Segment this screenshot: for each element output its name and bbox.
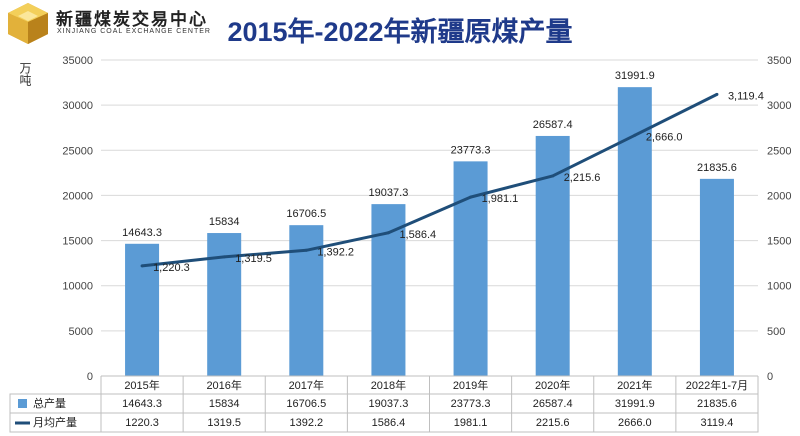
logo-gem-icon [8,3,48,44]
line-value-label: 2,666.0 [646,131,683,143]
bar-value-label: 19037.3 [369,187,409,199]
y-tick-label: 15000 [62,236,93,248]
x-tick-label: 2022年1-7月 [686,378,748,392]
x-tick-label: 2016年 [206,378,241,392]
table-cell: 1392.2 [289,417,323,429]
table-cell: 1220.3 [125,417,159,429]
line-point [551,174,555,178]
y-tick-label: 25000 [62,145,93,157]
table-cell: 31991.9 [615,398,655,410]
line-point [304,248,308,252]
y-tick-label: 5000 [69,326,93,338]
line-series [141,93,718,268]
x-tick-label: 2020年 [535,378,570,392]
table-cell: 2215.6 [536,417,570,429]
line-value-label: 3,119.4 [728,90,764,102]
line-value-label: 1,319.5 [235,253,272,265]
y2-tick-label: 2500 [767,145,791,157]
logo: 新疆煤炭交易中心 XINJIANG COAL EXCHANGE CENTER [0,0,230,46]
bar-value-label: 21835.6 [697,162,737,174]
x-tick-label: 2017年 [289,378,324,392]
y2-tick-label: 0 [767,371,773,383]
chart-title: 2015年-2022年新疆原煤产量 [227,17,573,47]
bar-value-label: 23773.3 [451,144,491,156]
y2-tick-label: 2000 [767,190,791,202]
line-value-label: 1,586.4 [399,229,436,241]
data-table: 2015年 14643.3 1220.3 2016年 15834 1319.5 2017年 1… [9,375,759,433]
line-layer [140,92,719,268]
bar-value-label: 31991.9 [615,70,655,82]
x-tick-label: 2019年 [453,378,488,392]
x-tick-label: 2015年 [124,378,159,392]
table-cell: 21835.6 [697,398,737,410]
bar-value-label: 26587.4 [533,119,573,131]
y-tick-label: 30000 [62,100,93,112]
bar-value-label: 14643.3 [122,227,162,239]
legend-label: 月均产量 [33,415,77,429]
legend-key-bar [18,399,27,408]
label-layer: 14643.3 15834 16706.5 19037.3 23773.3 26587.4… [122,70,764,274]
table-cell: 16706.5 [286,398,326,410]
grid-layer [101,59,758,377]
table-cell: 2666.0 [618,417,652,429]
line-point [633,133,637,137]
legend-label: 总产量 [33,396,66,410]
line-point [386,231,390,235]
y2-tick-label: 1000 [767,281,791,293]
y-tick-label: 20000 [62,190,93,202]
y-tick-label: 0 [87,371,93,383]
bar-value-label: 16706.5 [286,208,326,220]
logo-name-en: XINJIANG COAL EXCHANGE CENTER [57,28,211,35]
axis-layer: 0 0 5000 500 10000 1000 15000 1500 20000 2000 2500… [62,55,791,383]
line-point [140,264,144,268]
y-tick-label: 10000 [62,281,93,293]
line-point [222,255,226,259]
line-point [715,92,719,96]
table-cell: 26587.4 [533,398,573,410]
logo-name-cn: 新疆煤炭交易中心 [56,10,208,30]
bar [699,178,734,376]
table-cell: 1319.5 [207,417,241,429]
table-cell: 3119.4 [701,417,734,429]
table-cell: 1981.1 [454,417,488,429]
line-value-label: 1,220.3 [153,262,190,274]
table-cell: 23773.3 [451,398,491,410]
y-tick-label: 35000 [62,55,93,67]
bar-value-label: 15834 [209,216,240,228]
y2-tick-label: 3000 [767,100,791,112]
table-cell: 15834 [209,398,240,410]
table-cell: 1586.4 [372,417,406,429]
line-value-label: 2,215.6 [564,172,601,184]
table-cell: 19037.3 [369,398,409,410]
table-cell: 14643.3 [122,398,162,410]
y-axis-label: 万吨 [18,62,32,86]
y2-tick-label: 1500 [767,236,791,248]
line-value-label: 1,981.1 [482,193,519,205]
line-point [469,195,473,199]
y2-tick-label: 3500 [767,55,791,67]
y2-tick-label: 500 [767,326,785,338]
x-tick-label: 2018年 [371,378,406,392]
line-value-label: 1,392.2 [317,246,354,258]
x-tick-label: 2021年 [617,378,652,392]
